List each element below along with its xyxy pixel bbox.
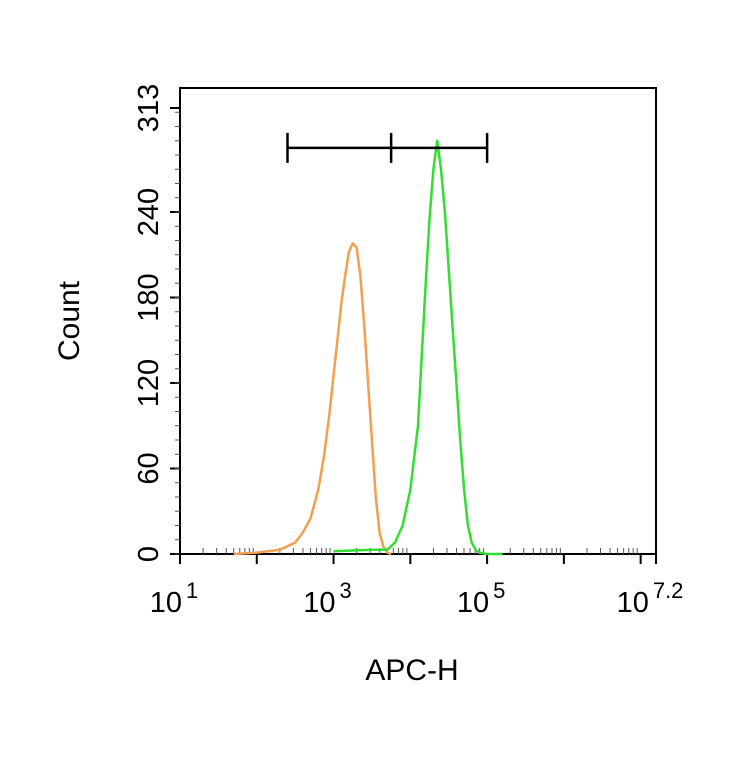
y-tick-label: 60 bbox=[133, 452, 165, 484]
gate-marker bbox=[286, 132, 489, 163]
histogram-series-1 bbox=[233, 242, 392, 556]
x-axis-title: APC-H bbox=[365, 654, 458, 687]
series-layer bbox=[233, 139, 503, 556]
x-tick-label: 10 3 bbox=[303, 578, 352, 619]
y-tick-label: 120 bbox=[133, 359, 165, 407]
x-tick-label: 10 1 bbox=[150, 578, 199, 619]
x-tick-label: 10 7.2 bbox=[617, 578, 684, 619]
y-axis-title: Count bbox=[53, 280, 86, 361]
histogram-series-2 bbox=[333, 139, 503, 556]
y-tick-label: 240 bbox=[133, 188, 165, 236]
y-axis: 0 60 120 180 240 313 bbox=[133, 84, 180, 562]
y-tick-label: 180 bbox=[133, 273, 165, 321]
plot-frame bbox=[179, 87, 657, 555]
x-tick-label: 10 5 bbox=[457, 578, 506, 619]
y-tick-label: 313 bbox=[133, 84, 165, 132]
y-tick-label: 0 bbox=[133, 546, 165, 562]
x-axis: 10 1 10 3 10 5 10 7.2 bbox=[150, 548, 684, 619]
